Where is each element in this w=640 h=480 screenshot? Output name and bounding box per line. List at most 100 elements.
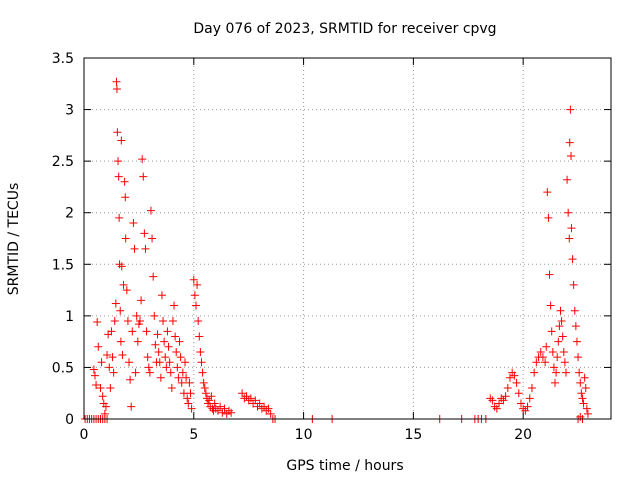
data-point [128, 327, 137, 336]
data-point [131, 368, 140, 377]
data-point [166, 368, 175, 377]
data-point [137, 296, 146, 305]
data-point [554, 337, 563, 346]
data-point [162, 363, 171, 372]
data-point [171, 332, 180, 341]
data-point [112, 84, 121, 93]
data-point [255, 399, 264, 408]
y-tick-label: 1.5 [52, 257, 74, 273]
data-point [120, 177, 129, 186]
data-point [530, 368, 539, 377]
y-tick-label: 0.5 [52, 360, 74, 376]
data-point [159, 317, 168, 326]
data-point [148, 234, 157, 243]
data-point [189, 275, 198, 284]
data-point [154, 347, 163, 356]
data-point [581, 384, 590, 393]
data-point [542, 342, 551, 351]
data-point [105, 363, 114, 372]
data-point [569, 280, 578, 289]
data-point [576, 378, 585, 387]
data-point [532, 358, 541, 367]
data-point [160, 337, 169, 346]
data-point [114, 157, 123, 166]
data-point [495, 399, 504, 408]
data-point [184, 399, 193, 408]
data-point [499, 396, 508, 405]
data-point [176, 353, 185, 362]
data-point [98, 392, 107, 401]
data-point [547, 327, 556, 336]
data-point [582, 404, 591, 413]
data-point [145, 368, 154, 377]
data-point [488, 396, 497, 405]
data-point [565, 138, 574, 147]
data-point [142, 327, 151, 336]
data-point [153, 330, 162, 339]
data-point [519, 404, 528, 413]
data-point [266, 409, 275, 418]
x-axis-label: GPS time / hours [286, 458, 403, 474]
data-point [571, 322, 580, 331]
data-point [113, 128, 122, 137]
data-point [538, 353, 547, 362]
data-point [516, 399, 525, 408]
data-point [202, 394, 211, 403]
data-point [115, 213, 124, 222]
data-point [574, 353, 583, 362]
data-point [92, 380, 101, 389]
data-point [544, 213, 553, 222]
data-point [213, 406, 222, 415]
data-point [565, 234, 574, 243]
data-point [139, 172, 148, 181]
data-point [143, 353, 152, 362]
data-point [97, 358, 106, 367]
data-point [501, 392, 510, 401]
data-point [242, 392, 251, 401]
data-point [165, 358, 174, 367]
data-point [557, 317, 566, 326]
x-tick-label: 10 [295, 427, 313, 443]
data-point [144, 363, 153, 372]
data-point [546, 301, 555, 310]
data-point [572, 337, 581, 346]
data-point [552, 368, 561, 377]
data-point [523, 402, 532, 411]
data-point [194, 317, 203, 326]
data-point [196, 347, 205, 356]
data-point [575, 368, 584, 377]
data-point [123, 317, 132, 326]
data-point [89, 365, 98, 374]
data-point [580, 373, 589, 382]
x-tick-label: 15 [404, 427, 422, 443]
data-point [492, 404, 501, 413]
data-point [187, 404, 196, 413]
data-point [164, 342, 173, 351]
data-point [121, 234, 130, 243]
data-point [579, 399, 588, 408]
data-point [216, 402, 225, 411]
data-point [195, 332, 204, 341]
data-point [549, 363, 558, 372]
data-point [121, 193, 130, 202]
data-point [190, 291, 199, 300]
data-point [175, 337, 184, 346]
data-point [107, 327, 116, 336]
data-point [503, 384, 512, 393]
data-point [193, 280, 202, 289]
data-point [567, 224, 576, 233]
data-point [155, 358, 164, 367]
data-point [521, 406, 530, 415]
chart-title: Day 076 of 2023, SRMTID for receiver cpv… [193, 21, 496, 37]
data-point [94, 342, 103, 351]
data-point [578, 394, 587, 403]
data-point [133, 337, 142, 346]
data-point [583, 409, 592, 418]
data-point [109, 368, 118, 377]
data-point [146, 206, 155, 215]
data-point [191, 301, 200, 310]
data-point [173, 363, 182, 372]
tick-labels: 0 5 10 15 20 0 0.5 1 1.5 2 2.5 3 3.5 [52, 51, 532, 443]
data-point [112, 77, 121, 86]
data-point [116, 337, 125, 346]
